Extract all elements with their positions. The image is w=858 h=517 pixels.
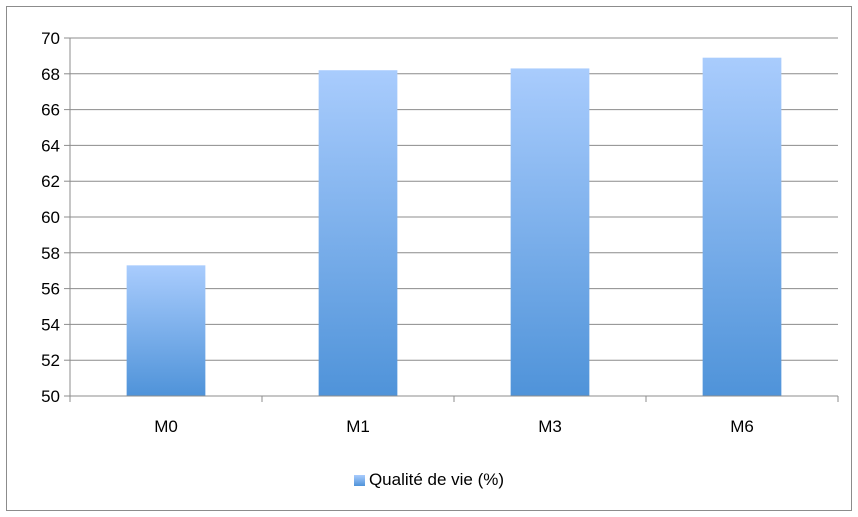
x-tick-label: M0 bbox=[154, 417, 178, 436]
y-tick-label: 58 bbox=[41, 244, 60, 263]
bar-m6 bbox=[702, 57, 782, 396]
legend: Qualité de vie (%) bbox=[0, 470, 858, 490]
y-tick-label: 70 bbox=[41, 29, 60, 48]
axes bbox=[64, 37, 839, 402]
x-tick-label: M3 bbox=[538, 417, 562, 436]
y-tick-label: 68 bbox=[41, 65, 60, 84]
y-tick-label: 66 bbox=[41, 101, 60, 120]
y-tick-label: 60 bbox=[41, 208, 60, 227]
y-tick-label: 52 bbox=[41, 351, 60, 370]
bars bbox=[126, 57, 782, 397]
tick-labels: 50 52 54 56 58 60 62 64 66 68 70 M0 M1 M3 M6 bbox=[41, 29, 754, 436]
legend-label: Qualité de vie (%) bbox=[368, 470, 505, 489]
legend-swatch bbox=[353, 474, 365, 486]
bar-m1 bbox=[318, 70, 398, 396]
y-tick-label: 62 bbox=[41, 172, 60, 191]
y-tick-label: 56 bbox=[41, 280, 60, 299]
bar-m0 bbox=[126, 265, 206, 396]
y-tick-label: 50 bbox=[41, 387, 60, 406]
x-tick-label: M6 bbox=[730, 417, 754, 436]
x-tick-label: M1 bbox=[346, 417, 370, 436]
y-tick-label: 64 bbox=[41, 136, 60, 155]
bar-m3 bbox=[510, 68, 590, 397]
y-tick-label: 54 bbox=[41, 315, 60, 334]
